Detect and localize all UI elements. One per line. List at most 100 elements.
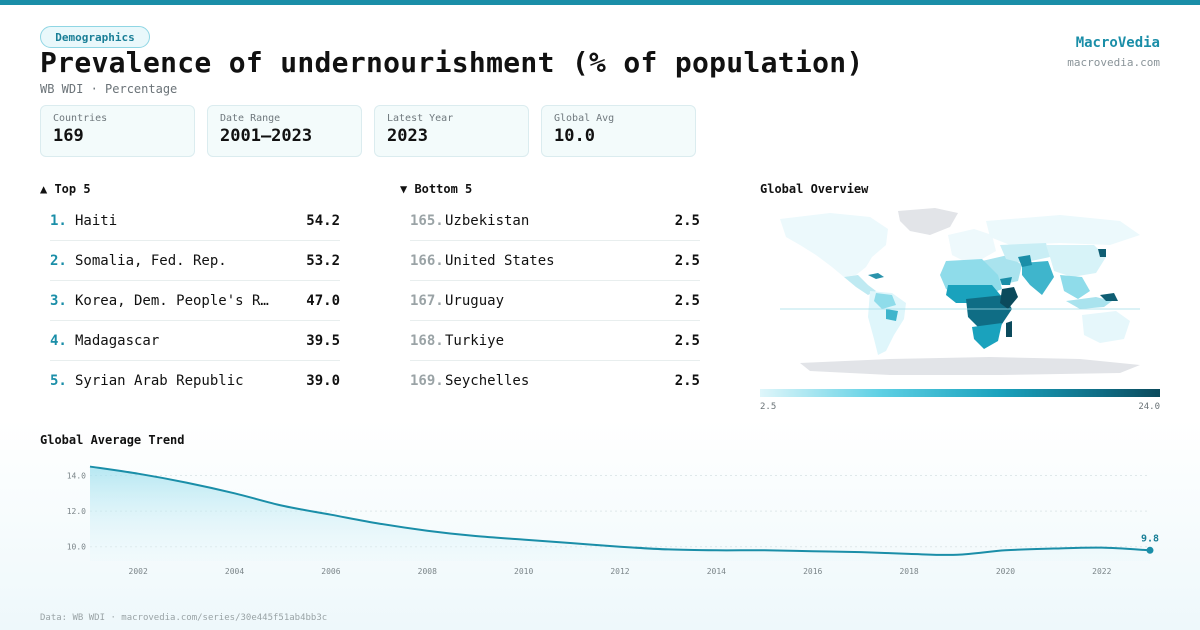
x-tick-label: 2022 <box>1092 567 1111 576</box>
x-tick-label: 2020 <box>996 567 1015 576</box>
world-choropleth-map[interactable] <box>760 205 1160 385</box>
rank-number: 2. <box>50 252 67 269</box>
rank-number: 3. <box>50 292 67 309</box>
timor-shape <box>1100 293 1118 301</box>
trend-line-chart[interactable]: 14.0 12.0 10.0 2002 2004 2006 2008 2010 2012 2014… <box>0 455 1200 585</box>
country-value: 54.2 <box>306 212 340 229</box>
greenland-shape <box>898 208 958 235</box>
north-korea-shape <box>1098 249 1106 257</box>
x-tick-label: 2016 <box>803 567 822 576</box>
rank-number: 168. <box>410 332 444 349</box>
australia-shape <box>1082 311 1130 343</box>
bottom5-row[interactable]: 169. Seychelles 2.5 <box>410 361 700 401</box>
stat-value: 169 <box>53 126 84 146</box>
country-value: 2.5 <box>674 252 700 269</box>
top5-row[interactable]: 4. Madagascar 39.5 <box>50 321 340 361</box>
antarctica-shape <box>800 357 1140 375</box>
southeast-asia-shape <box>1060 275 1090 299</box>
stat-card-latest-year: Latest Year 2023 <box>374 105 529 157</box>
country-name: Madagascar <box>75 332 160 349</box>
brand-url[interactable]: macrovedia.com <box>1067 56 1160 69</box>
country-value: 39.0 <box>306 373 340 389</box>
footer-source: Data: WB WDI · macrovedia.com/series/30e… <box>40 613 328 623</box>
rank-number: 166. <box>410 252 444 269</box>
country-value: 2.5 <box>674 292 700 309</box>
map-legend-min: 2.5 <box>760 402 777 412</box>
stat-card-countries: Countries 169 <box>40 105 195 157</box>
country-name: Haiti <box>75 212 118 229</box>
top5-row[interactable]: 1. Haiti 54.2 <box>50 201 340 241</box>
country-name: Uruguay <box>445 292 505 309</box>
country-name: Somalia, Fed. Rep. <box>75 252 227 269</box>
map-legend-gradient <box>760 389 1160 397</box>
trend-area <box>90 466 1150 561</box>
top5-row[interactable]: 5. Syrian Arab Republic 39.0 <box>50 361 340 401</box>
top5-row[interactable]: 3. Korea, Dem. People's R… 47.0 <box>50 281 340 321</box>
page-title: Prevalence of undernourishment (% of pop… <box>40 46 864 79</box>
bottom5-row[interactable]: 166. United States 2.5 <box>410 241 700 281</box>
x-tick-label: 2004 <box>225 567 244 576</box>
central-asia-shape <box>1000 243 1050 263</box>
rank-number: 5. <box>50 373 67 389</box>
country-value: 53.2 <box>306 252 340 269</box>
yemen-shape <box>1000 277 1012 285</box>
last-point-marker <box>1146 546 1154 554</box>
madagascar-shape <box>1006 321 1012 337</box>
last-value-label: 9.8 <box>1141 533 1159 544</box>
horn-of-africa-shape <box>1000 287 1018 309</box>
bottom5-row[interactable]: 165. Uzbekistan 2.5 <box>410 201 700 241</box>
y-tick-label: 10.0 <box>67 543 86 552</box>
bolivia-shape <box>886 309 898 321</box>
afghanistan-shape <box>1018 255 1032 267</box>
africa-central-shape <box>966 295 1012 331</box>
stat-card-global-avg: Global Avg 10.0 <box>541 105 696 157</box>
country-value: 2.5 <box>674 373 700 389</box>
country-name: Syrian Arab Republic <box>75 373 244 389</box>
country-value: 2.5 <box>674 212 700 229</box>
south-asia-shape <box>1022 261 1054 295</box>
caribbean-shape <box>868 273 884 279</box>
indonesia-shape <box>1066 297 1112 309</box>
x-tick-label: 2008 <box>418 567 437 576</box>
x-tick-label: 2006 <box>321 567 340 576</box>
brand-name[interactable]: MacroVedia <box>1075 35 1160 51</box>
country-value: 47.0 <box>306 292 340 309</box>
x-tick-label: 2014 <box>707 567 726 576</box>
top5-row[interactable]: 2. Somalia, Fed. Rep. 53.2 <box>50 241 340 281</box>
trend-heading: Global Average Trend <box>40 433 185 447</box>
stat-card-date-range: Date Range 2001–2023 <box>207 105 362 157</box>
y-tick-label: 14.0 <box>67 471 86 480</box>
stat-label: Countries <box>53 113 108 124</box>
rank-number: 1. <box>50 212 67 229</box>
south-america-shape <box>868 291 906 355</box>
x-tick-label: 2002 <box>129 567 148 576</box>
south-america-north-shape <box>874 293 896 309</box>
stat-label: Global Avg <box>554 113 615 124</box>
country-name: Korea, Dem. People's R… <box>75 292 269 309</box>
top5-heading: ▲ Top 5 <box>40 182 91 196</box>
map-heading: Global Overview <box>760 182 869 196</box>
category-badge[interactable]: Demographics <box>40 26 150 48</box>
map-legend-max: 24.0 <box>1138 402 1160 412</box>
top-accent-bar <box>0 0 1200 5</box>
x-tick-label: 2018 <box>899 567 918 576</box>
trend-line <box>89 465 1151 556</box>
y-tick-label: 12.0 <box>67 507 86 516</box>
russia-shape <box>986 215 1140 245</box>
country-name: Turkiye <box>445 332 505 349</box>
rank-number: 167. <box>410 292 444 309</box>
stat-value: 10.0 <box>554 126 595 146</box>
x-tick-label: 2010 <box>514 567 533 576</box>
x-tick-label: 2012 <box>610 567 629 576</box>
country-name: Uzbekistan <box>445 212 530 229</box>
rank-number: 165. <box>410 212 444 229</box>
north-america-shape <box>780 213 888 277</box>
stat-label: Date Range <box>220 113 281 124</box>
bottom5-row[interactable]: 168. Turkiye 2.5 <box>410 321 700 361</box>
china-shape <box>1046 245 1106 277</box>
bottom5-row[interactable]: 167. Uruguay 2.5 <box>410 281 700 321</box>
country-value: 39.5 <box>306 332 340 349</box>
bottom5-heading: ▼ Bottom 5 <box>400 182 473 196</box>
country-name: United States <box>445 252 555 269</box>
country-value: 2.5 <box>674 332 700 349</box>
